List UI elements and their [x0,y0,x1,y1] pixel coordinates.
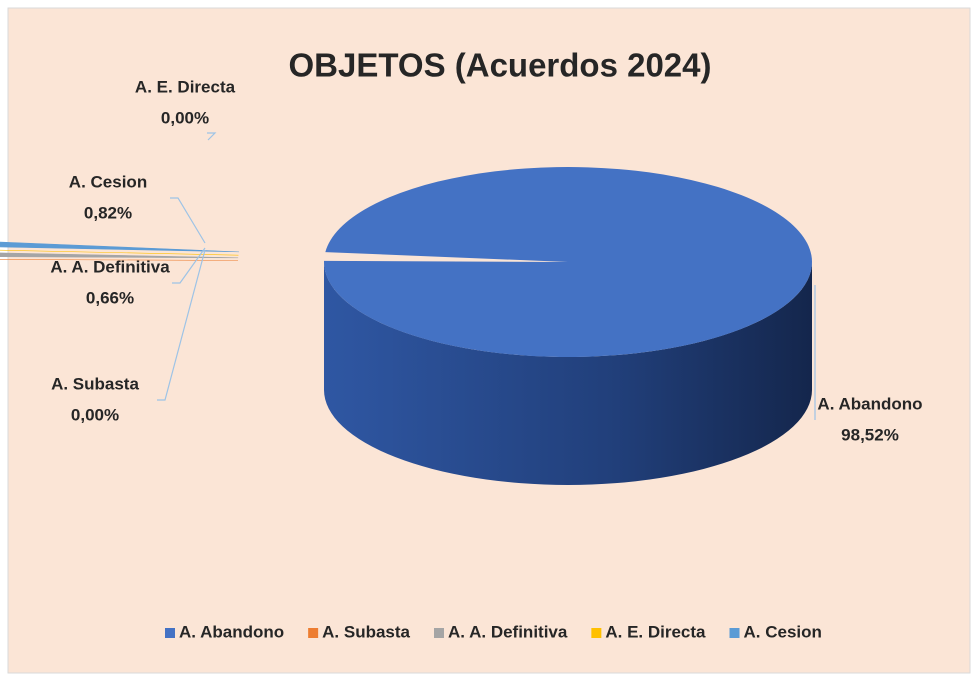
data-label-name: A. A. Definitiva [50,257,170,276]
data-label-name: A. Abandono [817,394,922,413]
slice [0,241,240,253]
leader-line [172,247,206,284]
leader-line [157,249,206,401]
data-label-name: A. E. Directa [135,77,236,96]
slice [0,259,239,261]
data-label-value: 0,66% [86,288,134,307]
data-label-value: 98,52% [841,425,899,444]
slice [0,252,239,259]
legend-swatch [729,628,740,638]
legend-label: A. Cesion [744,622,822,641]
slice [323,167,812,358]
slice [0,249,239,256]
legend-label: A. Subasta [322,622,410,641]
data-label-value: 0,00% [161,108,209,127]
chart-title: OBJETOS (Acuerdos 2024) [288,47,711,84]
legend-swatch [434,628,444,638]
legend-swatch [165,628,175,638]
legend-swatch [591,628,602,638]
data-label-value: 0,00% [71,405,119,424]
legend-label: A. Abandono [179,622,284,641]
legend-swatch [308,628,319,638]
data-label-value: 0,82% [84,203,132,222]
leader-line [170,197,206,244]
legend-label: A. E. Directa [605,622,706,641]
data-label-name: A. Subasta [51,374,139,393]
slice-side [324,262,812,485]
leader-line [207,132,217,141]
data-label-name: A. Cesion [69,172,147,191]
legend-label: A. A. Definitiva [448,622,568,641]
